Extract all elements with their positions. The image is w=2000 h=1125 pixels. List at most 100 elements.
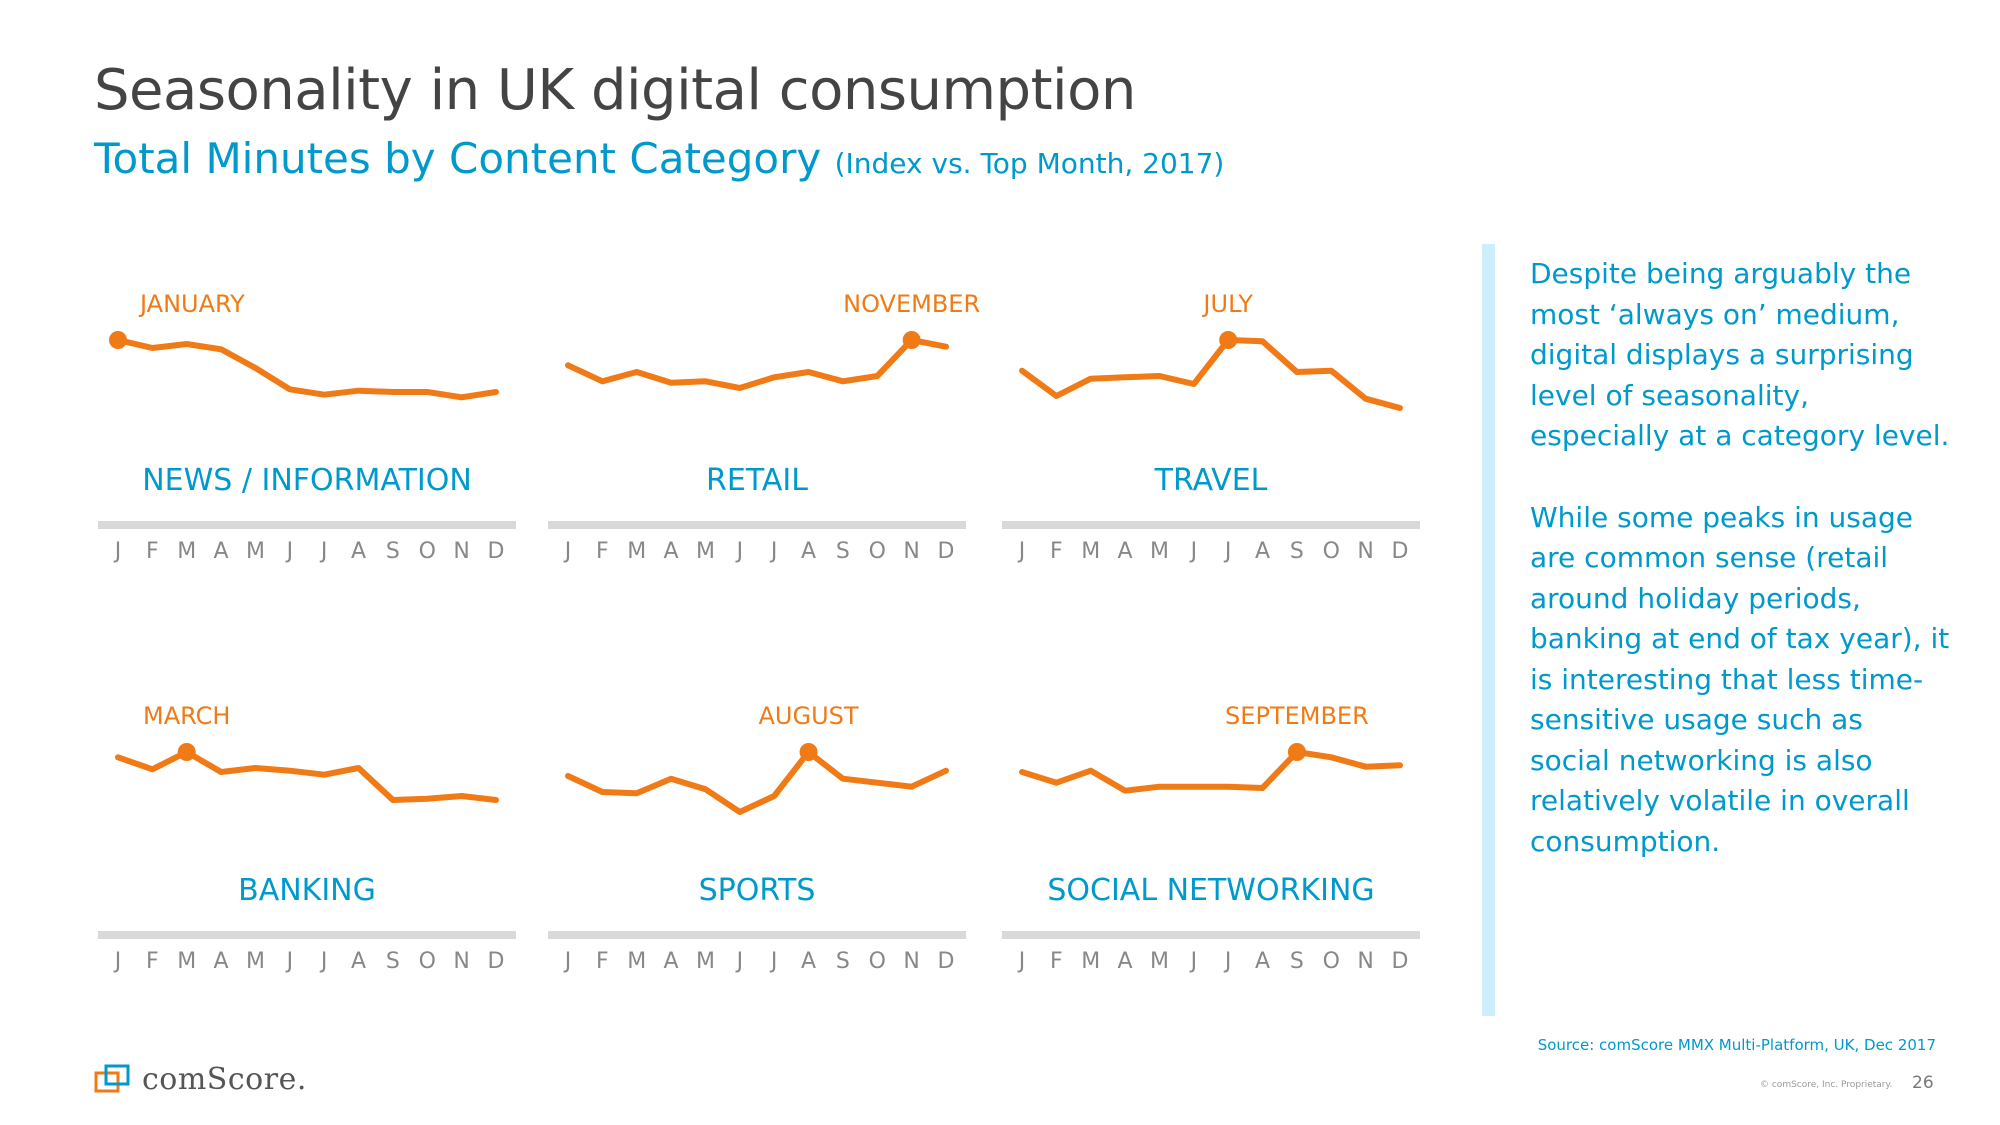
subtitle-note: (Index vs. Top Month, 2017) xyxy=(834,147,1225,180)
month-tick-sports: D xyxy=(938,949,955,974)
month-tick-news-information: N xyxy=(453,539,469,564)
month-tick-retail: A xyxy=(664,539,679,564)
subtitle-main: Total Minutes by Content Category xyxy=(94,134,822,183)
peak-marker-sports xyxy=(799,743,818,761)
month-tick-sports: M xyxy=(696,949,715,974)
month-tick-social-networking: F xyxy=(1050,949,1063,974)
copyright-note: © comScore, Inc. Proprietary. xyxy=(1760,1080,1893,1090)
month-tick-social-networking: N xyxy=(1357,949,1373,974)
month-tick-sports: N xyxy=(903,949,919,974)
peak-label-news-information: JANUARY xyxy=(138,290,245,318)
commentary-panel: Despite being arguably the most ‘always … xyxy=(1530,254,1950,903)
month-tick-news-information: A xyxy=(351,539,366,564)
month-tick-travel: O xyxy=(1323,539,1340,564)
month-tick-news-information: A xyxy=(214,539,229,564)
peak-label-banking: MARCH xyxy=(143,702,230,730)
month-tick-travel: A xyxy=(1118,539,1133,564)
month-tick-travel: F xyxy=(1050,539,1063,564)
month-tick-retail: J xyxy=(563,539,572,564)
month-tick-retail: J xyxy=(769,539,778,564)
month-tick-retail: A xyxy=(801,539,816,564)
month-tick-news-information: J xyxy=(319,539,328,564)
month-tick-sports: M xyxy=(627,949,646,974)
axis-bar-social-networking xyxy=(1002,931,1420,939)
month-tick-banking: J xyxy=(113,949,122,974)
month-tick-travel: A xyxy=(1255,539,1270,564)
month-tick-banking: A xyxy=(214,949,229,974)
month-tick-travel: D xyxy=(1392,539,1409,564)
source-note: Source: comScore MMX Multi-Platform, UK,… xyxy=(1537,1036,1936,1054)
peak-marker-retail xyxy=(902,331,921,349)
chart-title-sports: SPORTS xyxy=(699,873,816,908)
month-tick-sports: O xyxy=(869,949,886,974)
peak-marker-news-information xyxy=(109,331,127,349)
month-tick-travel: M xyxy=(1081,539,1100,564)
page-title: Seasonality in UK digital consumption xyxy=(94,58,1136,123)
month-tick-sports: J xyxy=(735,949,744,974)
month-tick-retail: D xyxy=(938,539,955,564)
chart-title-news-information: NEWS / INFORMATION xyxy=(142,463,472,498)
month-tick-sports: J xyxy=(563,949,572,974)
month-tick-banking: M xyxy=(246,949,265,974)
comscore-logo: comScore. xyxy=(94,1062,307,1097)
month-tick-social-networking: S xyxy=(1290,949,1304,974)
month-tick-banking: D xyxy=(488,949,505,974)
month-tick-news-information: S xyxy=(386,539,400,564)
month-tick-banking: F xyxy=(146,949,159,974)
peak-label-sports: AUGUST xyxy=(759,702,859,730)
month-tick-retail: M xyxy=(627,539,646,564)
month-tick-retail: M xyxy=(696,539,715,564)
month-tick-news-information: O xyxy=(419,539,436,564)
month-tick-travel: S xyxy=(1290,539,1304,564)
peak-marker-travel xyxy=(1219,331,1238,349)
peak-marker-social-networking xyxy=(1287,743,1306,761)
series-line-travel xyxy=(1019,337,1403,411)
page-subtitle: Total Minutes by Content Category (Index… xyxy=(94,134,1224,183)
month-tick-banking: J xyxy=(319,949,328,974)
commentary-paragraph-1: Despite being arguably the most ‘always … xyxy=(1530,257,1950,452)
series-line-sports xyxy=(565,749,949,815)
month-tick-social-networking: D xyxy=(1392,949,1409,974)
month-tick-news-information: D xyxy=(488,539,505,564)
month-tick-travel: J xyxy=(1017,539,1026,564)
axis-bar-travel xyxy=(1002,521,1420,529)
axis-bar-news-information xyxy=(98,521,516,529)
peak-label-social-networking: SEPTEMBER xyxy=(1225,702,1369,730)
month-tick-travel: J xyxy=(1223,539,1232,564)
month-tick-banking: A xyxy=(351,949,366,974)
peak-label-travel: JULY xyxy=(1201,290,1253,318)
series-line-banking xyxy=(115,749,499,803)
month-tick-social-networking: M xyxy=(1150,949,1169,974)
month-tick-travel: N xyxy=(1357,539,1373,564)
month-tick-sports: A xyxy=(801,949,816,974)
month-tick-news-information: F xyxy=(146,539,159,564)
axis-bar-sports xyxy=(548,931,966,939)
commentary-paragraph-2: While some peaks in usage are common sen… xyxy=(1530,500,1950,858)
month-tick-news-information: M xyxy=(246,539,265,564)
month-tick-sports: S xyxy=(836,949,850,974)
month-tick-social-networking: M xyxy=(1081,949,1100,974)
month-tick-banking: N xyxy=(453,949,469,974)
month-tick-sports: F xyxy=(596,949,609,974)
month-tick-news-information: M xyxy=(177,539,196,564)
month-tick-retail: F xyxy=(596,539,609,564)
series-line-news-information xyxy=(115,337,499,401)
month-tick-sports: A xyxy=(664,949,679,974)
month-tick-banking: M xyxy=(177,949,196,974)
month-tick-banking: J xyxy=(285,949,294,974)
month-tick-social-networking: J xyxy=(1189,949,1198,974)
month-tick-banking: O xyxy=(419,949,436,974)
axis-bar-banking xyxy=(98,931,516,939)
peak-label-retail: NOVEMBER xyxy=(843,290,980,318)
month-tick-retail: S xyxy=(836,539,850,564)
month-tick-social-networking: A xyxy=(1118,949,1133,974)
month-tick-news-information: J xyxy=(285,539,294,564)
month-tick-travel: M xyxy=(1150,539,1169,564)
month-tick-social-networking: J xyxy=(1017,949,1026,974)
month-tick-travel: J xyxy=(1189,539,1198,564)
month-tick-social-networking: O xyxy=(1323,949,1340,974)
comscore-logo-icon xyxy=(94,1064,130,1092)
month-tick-banking: S xyxy=(386,949,400,974)
chart-title-retail: RETAIL xyxy=(706,463,808,498)
chart-title-social-networking: SOCIAL NETWORKING xyxy=(1047,873,1374,908)
